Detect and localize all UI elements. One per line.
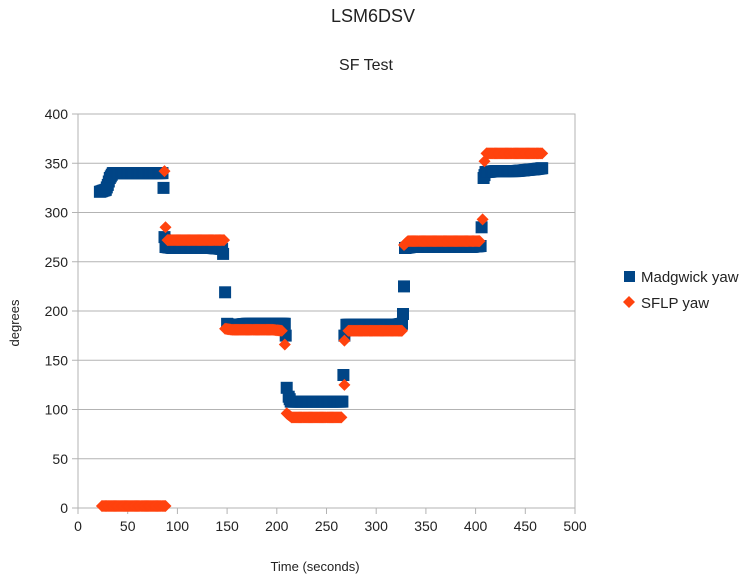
legend-item-sflp: SFLP yaw bbox=[623, 295, 709, 312]
legend-label-madgwick: Madgwick yaw bbox=[641, 269, 739, 286]
sflp-point bbox=[338, 334, 351, 347]
sflp-point bbox=[218, 234, 231, 247]
y-tick-label: 150 bbox=[45, 352, 69, 368]
sflp-point bbox=[476, 213, 489, 226]
x-tick-label: 400 bbox=[464, 518, 488, 534]
y-axis-ticks: 0 50 100 150 200 250 300 350 400 bbox=[45, 106, 78, 516]
y-tick-label: 100 bbox=[45, 402, 69, 418]
x-axis-ticks: 0 50 100 150 200 250 300 350 400 450 500 bbox=[74, 508, 587, 534]
y-axis-label: degrees bbox=[7, 299, 22, 346]
legend: Madgwick yaw SFLP yaw bbox=[623, 269, 739, 312]
x-tick-label: 0 bbox=[74, 518, 82, 534]
sflp-point bbox=[159, 500, 172, 512]
legend-marker-madgwick bbox=[624, 271, 635, 282]
legend-item-madgwick: Madgwick yaw bbox=[624, 269, 739, 286]
madgwick-point bbox=[157, 181, 170, 194]
madgwick-point bbox=[398, 280, 410, 293]
series-madgwick-yaw bbox=[93, 162, 549, 408]
sflp-point bbox=[473, 235, 486, 248]
sflp-point bbox=[159, 221, 172, 234]
y-tick-label: 0 bbox=[60, 500, 68, 516]
sflp-point bbox=[158, 165, 171, 178]
y-tick-label: 400 bbox=[45, 106, 69, 122]
legend-label-sflp: SFLP yaw bbox=[641, 295, 709, 312]
grid-lines bbox=[78, 162, 575, 460]
x-tick-label: 500 bbox=[563, 518, 587, 534]
x-tick-label: 100 bbox=[166, 518, 190, 534]
sflp-point bbox=[335, 411, 348, 424]
sflp-point bbox=[275, 324, 288, 337]
chart-subtitle: SF Test bbox=[339, 57, 394, 74]
madgwick-point bbox=[536, 162, 549, 175]
y-tick-label: 250 bbox=[45, 254, 69, 270]
legend-marker-sflp bbox=[623, 296, 635, 308]
y-tick-label: 350 bbox=[45, 155, 69, 171]
madgwick-point bbox=[397, 308, 409, 320]
madgwick-point bbox=[337, 369, 350, 381]
madgwick-point bbox=[336, 395, 349, 408]
madgwick-point bbox=[219, 286, 232, 299]
x-tick-label: 450 bbox=[514, 518, 538, 534]
x-tick-label: 300 bbox=[365, 518, 389, 534]
x-tick-label: 250 bbox=[315, 518, 339, 534]
sflp-point bbox=[338, 378, 351, 391]
x-axis-label: Time (seconds) bbox=[270, 559, 359, 574]
sflp-point bbox=[278, 338, 291, 351]
y-tick-label: 300 bbox=[45, 205, 69, 221]
sflp-point bbox=[536, 147, 549, 160]
sflp-point bbox=[396, 324, 408, 337]
madgwick-point bbox=[475, 221, 488, 234]
y-tick-label: 200 bbox=[45, 303, 69, 319]
series-sflp-yaw bbox=[95, 147, 549, 512]
madgwick-point bbox=[217, 247, 230, 260]
x-tick-label: 200 bbox=[265, 518, 289, 534]
y-tick-label: 50 bbox=[52, 451, 68, 467]
chart-title: LSM6DSV bbox=[331, 6, 415, 26]
x-tick-label: 350 bbox=[414, 518, 438, 534]
x-tick-label: 150 bbox=[215, 518, 239, 534]
x-tick-label: 50 bbox=[120, 518, 136, 534]
